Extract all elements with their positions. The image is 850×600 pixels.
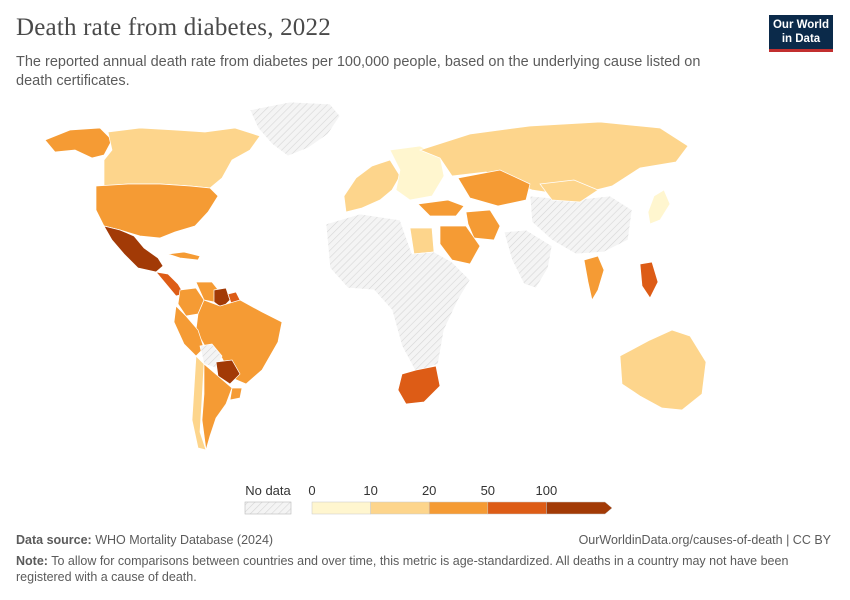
chart-title: Death rate from diabetes, 2022 — [16, 14, 331, 41]
owid-logo[interactable]: Our World in Data — [769, 15, 833, 52]
legend-tick-label: 10 — [363, 483, 377, 498]
note-text: To allow for comparisons between countri… — [16, 554, 789, 584]
region-saudi-arabia[interactable] — [439, 225, 481, 265]
logo-line-1: Our World — [772, 19, 829, 31]
region-south-africa[interactable] — [397, 365, 441, 405]
data-source: Data source: WHO Mortality Database (202… — [16, 533, 273, 547]
region-japan[interactable] — [647, 189, 671, 225]
region-argentina[interactable] — [201, 363, 233, 451]
region-mongolia[interactable] — [539, 179, 599, 203]
region-australia[interactable] — [619, 329, 707, 411]
legend-tick-label: 20 — [422, 483, 436, 498]
region-western-europe[interactable] — [343, 159, 401, 213]
region-china[interactable] — [529, 195, 633, 255]
chart-subtitle: The reported annual death rate from diab… — [16, 54, 701, 89]
region-russia[interactable] — [418, 121, 689, 197]
region-philippines[interactable] — [639, 261, 659, 299]
legend-bin-0-10 — [311, 501, 371, 515]
color-legend: No data 0 10 20 50 100 — [244, 483, 613, 515]
region-egypt[interactable] — [409, 227, 435, 255]
region-turkey[interactable] — [417, 199, 465, 217]
source-url[interactable]: OurWorldinData.org/causes-of-death | CC … — [578, 533, 831, 547]
region-greenland[interactable] — [249, 101, 341, 157]
region-alaska[interactable] — [44, 127, 113, 159]
region-india[interactable] — [503, 229, 553, 289]
legend-bin-50-100 — [487, 501, 547, 515]
data-source-text: WHO Mortality Database (2024) — [95, 533, 274, 547]
legend-bin-20-50 — [428, 501, 489, 515]
region-canada[interactable] — [103, 127, 261, 189]
region-cuba[interactable] — [167, 251, 201, 261]
legend-tick-label: 100 — [536, 483, 558, 498]
region-kazakhstan[interactable] — [457, 169, 531, 207]
region-africa[interactable] — [325, 213, 471, 373]
legend-tick-label: 50 — [481, 483, 495, 498]
legend-tick-label: 0 — [308, 483, 315, 498]
region-peru[interactable] — [173, 305, 205, 357]
data-source-label: Data source: — [16, 533, 92, 547]
chart-note: Note: To allow for comparisons between c… — [16, 553, 816, 585]
region-paraguay[interactable] — [215, 359, 241, 385]
legend-bin-over-100 — [546, 501, 613, 515]
region-uruguay[interactable] — [229, 387, 243, 401]
note-label: Note: — [16, 554, 48, 568]
legend-bin-10-20 — [370, 501, 430, 515]
region-thailand[interactable] — [583, 255, 605, 301]
legend-no-data-label: No data — [245, 483, 291, 498]
legend-no-data-swatch — [244, 501, 292, 515]
logo-line-2: in Data — [781, 33, 821, 45]
region-iran[interactable] — [465, 209, 501, 241]
world-map — [44, 101, 707, 451]
region-mexico[interactable] — [103, 225, 164, 273]
